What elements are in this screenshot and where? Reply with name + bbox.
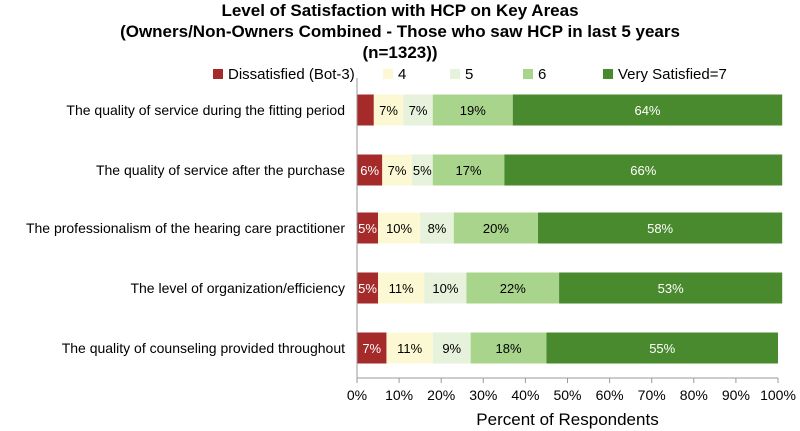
data-label: 20% [483,221,509,236]
x-axis: 0% 10% 20% 30% 40% 50% 60% 70% 80% 90% 100% Percent… [347,78,796,429]
bar-segment [403,94,433,126]
x-tick-label: 0% [347,387,367,403]
legend: Dissatisfied (Bot-3) 4 5 6 Very Satisfied=7 [213,66,727,83]
data-label: 53% [658,281,684,296]
legend-swatch [603,69,613,79]
bar-segment [373,94,404,126]
bar-segment [512,94,783,126]
data-label: 10% [386,221,412,236]
data-label: 22% [500,281,526,296]
data-label: 66% [630,163,656,178]
bar-segment [357,332,387,364]
bar-segment [420,212,454,244]
bar-segment [432,154,505,186]
plot-area: The quality of service during the fittin… [26,94,783,364]
bar-segment [382,154,412,186]
x-tick-label: 40% [511,387,539,403]
x-tick-label: 100% [760,387,796,403]
category-label: The level of organization/efficiency [130,280,345,296]
data-label: 9% [442,341,461,356]
category-label: The quality of service during the fittin… [66,102,345,118]
data-label: 64% [634,103,660,118]
data-label: 5% [358,281,377,296]
bar-segment [424,272,467,304]
bar-segment [453,212,539,244]
legend-swatch [523,69,533,79]
bar-segment [378,272,425,304]
category-label: The quality of service after the purchas… [96,162,345,178]
x-tick-label: 50% [553,387,581,403]
legend-entry: 6 [538,66,546,83]
data-label: 7% [409,103,428,118]
bar-segment [357,94,374,126]
x-tick-label: 20% [427,387,455,403]
legend-swatch [450,69,460,79]
data-label: 11% [389,281,414,296]
legend-entry: 5 [465,66,473,83]
bar-segment [357,212,379,244]
legend-swatch [213,69,223,79]
legend-entry: Very Satisfied=7 [618,66,727,83]
bar-segment [411,154,433,186]
data-label: 19% [460,103,486,118]
bar-segment [466,272,560,304]
bar-segment [538,212,783,244]
data-label: 10% [432,281,458,296]
bar-segment [386,332,433,364]
bar-segment [357,154,383,186]
data-label: 58% [647,221,673,236]
bar-segment [504,154,783,186]
data-label: 11% [397,341,422,356]
data-label: 55% [649,341,675,356]
x-tick-label: 10% [385,387,413,403]
x-tick-label: 60% [596,387,624,403]
chart-title: Level of Satisfaction with HCP on Key Ar… [120,1,680,62]
data-label: 8% [428,221,447,236]
bar-segment [470,332,547,364]
data-label: 5% [413,163,432,178]
x-tick-label: 70% [638,387,666,403]
legend-entry: 4 [398,66,406,83]
x-tick-label: 30% [469,387,497,403]
data-label: 17% [456,163,482,178]
bar-segment [546,332,778,364]
bar-segment [432,94,513,126]
data-label: 7% [362,341,381,356]
bar-segment [357,272,379,304]
data-label: 7% [379,103,398,118]
data-label: 6% [360,163,379,178]
bar-segment [432,332,471,364]
data-label: 5% [358,221,377,236]
category-label: The quality of counseling provided throu… [62,340,345,356]
legend-swatch [383,69,393,79]
x-tick-label: 80% [680,387,708,403]
data-label: 18% [496,341,522,356]
x-axis-title: Percent of Respondents [476,410,658,429]
bar-segment [559,272,783,304]
bar-segment [378,212,421,244]
chart-title-line: (n=1323)) [362,43,437,62]
x-tick-label: 90% [722,387,750,403]
chart-title-line: (Owners/Non-Owners Combined - Those who … [120,22,680,41]
category-label: The professionalism of the hearing care … [26,220,345,236]
legend-entry: Dissatisfied (Bot-3) [228,66,355,83]
chart-title-line: Level of Satisfaction with HCP on Key Ar… [221,1,578,20]
data-label: 7% [388,163,407,178]
